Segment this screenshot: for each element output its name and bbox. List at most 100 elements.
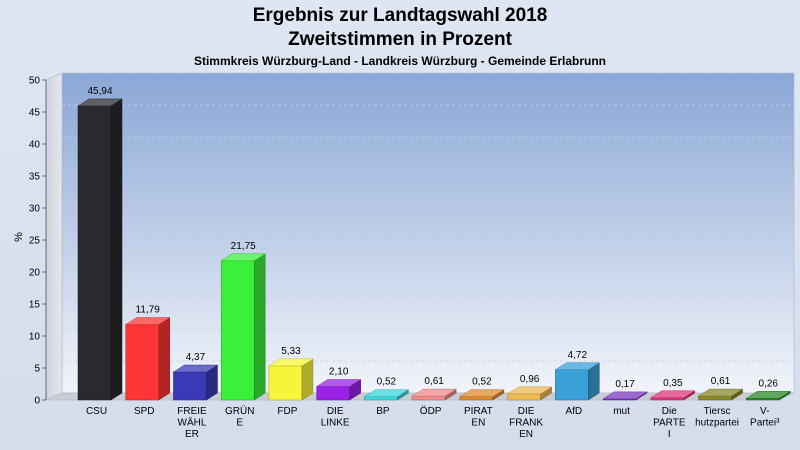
x-tick-label-line: EN (471, 418, 485, 429)
data-label: 2,10 (329, 367, 349, 378)
x-tick-label: FDP (277, 406, 297, 417)
bar-top (363, 389, 410, 397)
chart-subtitle: Stimmkreis Würzburg-Land - Landkreis Wür… (193, 54, 607, 68)
x-tick-label-line: AfD (565, 406, 582, 417)
y-tick-label: 40 (29, 140, 41, 151)
x-tick-label-line: Partei³ (750, 418, 780, 429)
bar (411, 395, 446, 401)
x-tick-label-line: DIE (518, 406, 535, 417)
x-tick-label-line: FRANK (509, 418, 543, 429)
x-tick-label: ÖDP (420, 405, 442, 417)
bar-top (554, 362, 601, 371)
data-label: 0,52 (472, 377, 492, 388)
bar-top (220, 253, 267, 262)
data-label: 0,96 (520, 374, 540, 385)
x-tick-label-line: LINKE (321, 418, 350, 429)
data-label: 0,52 (377, 377, 397, 388)
data-label: 45,94 (87, 86, 112, 97)
bar-top (745, 391, 792, 399)
plot-left-wall (45, 72, 63, 401)
x-tick-label-line: E (236, 418, 243, 429)
title-block: Ergebnis zur Landtagswahl 2018 Zweitstim… (0, 4, 800, 69)
bar (173, 371, 207, 401)
y-tick-label: 35 (29, 172, 41, 183)
x-tick-label-line: PARTE (653, 418, 686, 429)
bar (125, 324, 159, 401)
chart-title-line-2: Zweitstimmen in Prozent (288, 29, 512, 50)
bar (555, 369, 589, 401)
data-label: 0,61 (711, 376, 731, 387)
y-tick-label: 45 (29, 108, 41, 119)
bar-side (253, 253, 266, 401)
x-tick-label: BP (376, 406, 390, 417)
x-tick-label-line: WÄHL (178, 417, 207, 429)
x-tick-label: Die PARTE I (653, 406, 686, 440)
data-label: 0,35 (663, 378, 683, 389)
y-tick-label: 15 (29, 300, 41, 311)
bar-top (315, 379, 362, 387)
x-tick-label: DIE LINKE (321, 406, 350, 429)
bar (507, 393, 541, 401)
data-label: 21,75 (231, 241, 256, 252)
bar (77, 105, 112, 401)
x-tick-label-line: mut (613, 406, 630, 417)
x-tick-label-line: hutzpartei (695, 418, 739, 429)
bar-top (697, 388, 744, 397)
data-label: 0,61 (424, 376, 444, 387)
bar-side (110, 98, 123, 401)
y-tick-label: 0 (34, 396, 40, 407)
y-axis-label: % (13, 232, 25, 242)
x-tick-label: FREIE WÄHL ER (177, 406, 207, 440)
x-tick-label-line: CSU (86, 406, 107, 417)
x-tick-label-line: I (668, 429, 671, 440)
bar-top (459, 389, 505, 397)
data-label: 0,17 (615, 379, 635, 390)
x-tick-label: V-Partei³ (750, 406, 780, 429)
bar-top (172, 364, 219, 373)
y-tick-label: 30 (29, 204, 41, 215)
bar-top (649, 390, 696, 399)
data-label: 4,37 (186, 352, 206, 363)
data-label: 5,33 (281, 346, 301, 357)
x-tick-label-line: Tiersc (704, 406, 731, 417)
y-tick-label: 5 (34, 364, 40, 375)
x-tick-label-line: PIRAT (464, 406, 493, 417)
x-tick-label-line: FREIE (177, 406, 207, 417)
x-tick-label: AfD (565, 406, 582, 417)
x-tick-label-line: EN (519, 429, 533, 440)
x-tick-label-line: GRÜN (225, 405, 254, 417)
bar-top (602, 391, 648, 400)
x-tick-label-line: BP (376, 406, 390, 417)
bar-top (77, 98, 123, 107)
chart-title-line-1: Ergebnis zur Landtagswahl 2018 (252, 5, 548, 26)
x-tick-label-line: SPD (134, 406, 155, 417)
bar (364, 396, 398, 401)
x-tick-label-line: V- (760, 406, 769, 417)
x-tick-label: CSU (86, 406, 107, 417)
data-label: 0,26 (759, 378, 779, 389)
x-tick-label: mut (613, 406, 630, 417)
x-tick-label-line: FDP (277, 406, 297, 417)
bar-top (124, 317, 171, 325)
y-tick-label: 25 (29, 236, 41, 247)
x-tick-label: DIE FRANK EN (509, 406, 543, 440)
data-label: 11,79 (136, 305, 161, 316)
x-tick-label: Tiersc hutzpartei (695, 406, 739, 429)
bar-side (158, 317, 170, 401)
bar (316, 386, 350, 401)
bar-top (506, 386, 553, 395)
y-tick-label: 10 (29, 332, 41, 343)
x-tick-label: GRÜN E (225, 405, 254, 429)
bar-top (268, 358, 314, 367)
bar (650, 397, 685, 401)
x-tick-label-line: DIE (327, 406, 344, 417)
x-tick-label: PIRAT EN (464, 406, 493, 429)
y-tick-label: 20 (29, 268, 41, 279)
bar (459, 396, 494, 401)
bar (220, 260, 255, 401)
bar-top (411, 388, 457, 397)
y-tick-label: 50 (29, 76, 41, 87)
x-tick-label-line: Die (662, 406, 677, 417)
x-tick-label-line: ÖDP (420, 405, 442, 417)
